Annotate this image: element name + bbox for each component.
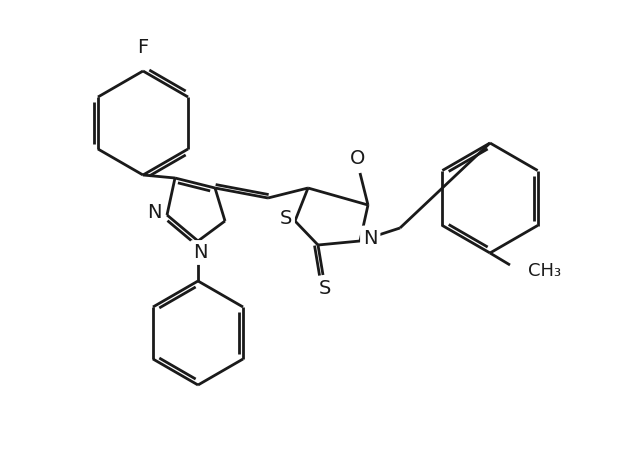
Text: F: F	[138, 38, 148, 57]
Text: N: N	[147, 202, 162, 222]
Text: O: O	[350, 149, 365, 169]
Text: S: S	[280, 209, 292, 228]
Text: N: N	[363, 228, 378, 247]
Text: N: N	[193, 243, 207, 262]
Text: CH₃: CH₃	[528, 262, 561, 280]
Text: S: S	[319, 280, 331, 299]
